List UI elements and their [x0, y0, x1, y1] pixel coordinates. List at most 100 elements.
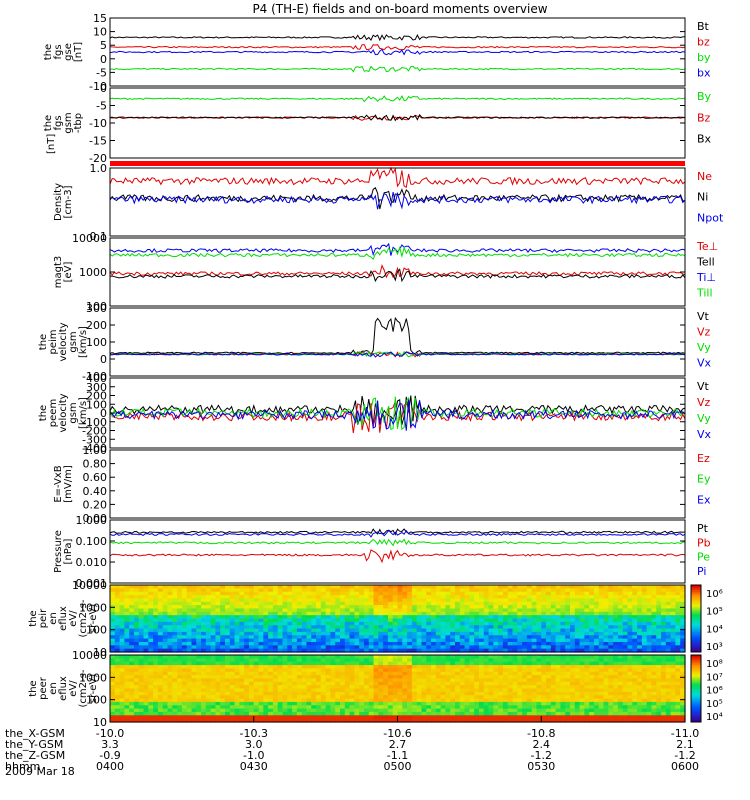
heatmap-cell	[632, 591, 638, 596]
heatmap-cell	[474, 655, 480, 659]
heatmap-cell	[325, 685, 332, 690]
heatmap-cell	[263, 678, 269, 683]
heatmap-cell	[210, 678, 217, 683]
heatmap-cell	[244, 601, 250, 606]
heatmap-cell	[416, 671, 423, 676]
heatmap-cell	[593, 658, 600, 663]
heatmap-cell	[359, 658, 365, 663]
heatmap-cell	[162, 635, 169, 640]
heatmap-cell	[143, 608, 149, 613]
heatmap-cell	[258, 635, 264, 640]
heatmap-cell	[177, 595, 183, 599]
heatmap-cell	[167, 681, 173, 686]
heatmap-cell	[234, 675, 240, 680]
heatmap-cell	[162, 665, 169, 669]
heatmap-cell	[488, 585, 494, 589]
heatmap-cell	[411, 605, 418, 610]
heatmap-cell	[263, 658, 269, 663]
heatmap-cell	[541, 691, 547, 696]
heatmap-cell	[244, 708, 250, 713]
heatmap-cell	[263, 681, 269, 686]
heatmap-cell	[507, 631, 514, 636]
heatmap-cell	[526, 615, 533, 620]
heatmap-cell	[526, 648, 533, 653]
heatmap-cell	[627, 661, 633, 666]
heatmap-cell	[325, 718, 332, 723]
heatmap-cell	[646, 635, 653, 640]
heatmap-cell	[153, 658, 159, 663]
heatmap-cell	[215, 708, 221, 713]
heatmap-cell	[440, 715, 447, 720]
heatmap-cell	[455, 655, 461, 659]
heatmap-cell	[560, 708, 566, 713]
heatmap-cell	[191, 711, 197, 716]
heatmap-cell	[560, 628, 566, 633]
heatmap-cell	[296, 628, 303, 633]
heatmap-cell	[531, 635, 538, 640]
heatmap-cell	[469, 688, 475, 693]
ylabel-line: E=-VxB	[53, 465, 64, 502]
heatmap-cell	[531, 691, 538, 696]
ylabel-line: [nT]	[73, 42, 84, 62]
heatmap-cell	[253, 661, 260, 666]
heatmap-cell	[373, 688, 379, 693]
heatmap-cell	[114, 658, 121, 663]
heatmap-cell	[354, 635, 360, 640]
heatmap-cell	[368, 645, 375, 650]
heatmap-cell	[119, 628, 125, 633]
heatmap-cell	[129, 608, 135, 613]
heatmap-cell	[469, 718, 475, 723]
heatmap-cell	[646, 698, 653, 703]
heatmap-cell	[435, 701, 442, 706]
heatmap-cell	[320, 688, 327, 693]
heatmap-cell	[431, 701, 437, 706]
heatmap-cell	[665, 625, 672, 630]
heatmap-cell	[129, 611, 135, 616]
heatmap-cell	[637, 665, 643, 669]
heatmap-cell	[306, 718, 312, 723]
heatmap-cell	[287, 601, 293, 606]
heatmap-cell	[368, 715, 375, 720]
heatmap-cell	[354, 648, 360, 653]
heatmap-cell	[469, 598, 475, 603]
heatmap-cell	[665, 628, 672, 633]
heatmap-cell	[373, 605, 379, 610]
heatmap-cell	[239, 628, 245, 633]
heatmap-cell	[555, 655, 562, 659]
heatmap-cell	[153, 685, 159, 690]
heatmap-cell	[387, 601, 394, 606]
heatmap-cell	[613, 715, 619, 720]
heatmap-cell	[129, 635, 135, 640]
heatmap-cell	[392, 718, 399, 723]
heatmap-cell	[665, 631, 672, 636]
heatmap-cell	[392, 715, 399, 720]
heatmap-cell	[426, 588, 432, 593]
heatmap-cell	[646, 678, 653, 683]
heatmap-cell	[426, 631, 432, 636]
heatmap-cell	[646, 708, 653, 713]
heatmap-cell	[402, 598, 408, 603]
heatmap-cell	[421, 688, 427, 693]
heatmap-cell	[191, 591, 197, 596]
heatmap-cell	[363, 655, 370, 659]
heatmap-cell	[349, 605, 355, 610]
heatmap-cell	[354, 668, 360, 673]
heatmap-cell	[306, 598, 312, 603]
heatmap-cell	[608, 591, 614, 596]
colorbar-cell	[691, 635, 701, 638]
heatmap-cell	[248, 625, 255, 630]
heatmap-cell	[670, 625, 677, 630]
heatmap-cell	[589, 671, 595, 676]
heatmap-cell	[608, 671, 614, 676]
heatmap-cell	[531, 628, 538, 633]
heatmap-cell	[641, 718, 648, 723]
heatmap-cell	[354, 591, 360, 596]
heatmap-cell	[292, 655, 298, 659]
ytick-label: 10	[93, 26, 107, 39]
heatmap-cell	[119, 658, 125, 663]
heatmap-cell	[119, 701, 125, 706]
heatmap-cell	[215, 658, 221, 663]
heatmap-cell	[555, 658, 562, 663]
heatmap-cell	[478, 711, 485, 716]
heatmap-cell	[354, 658, 360, 663]
